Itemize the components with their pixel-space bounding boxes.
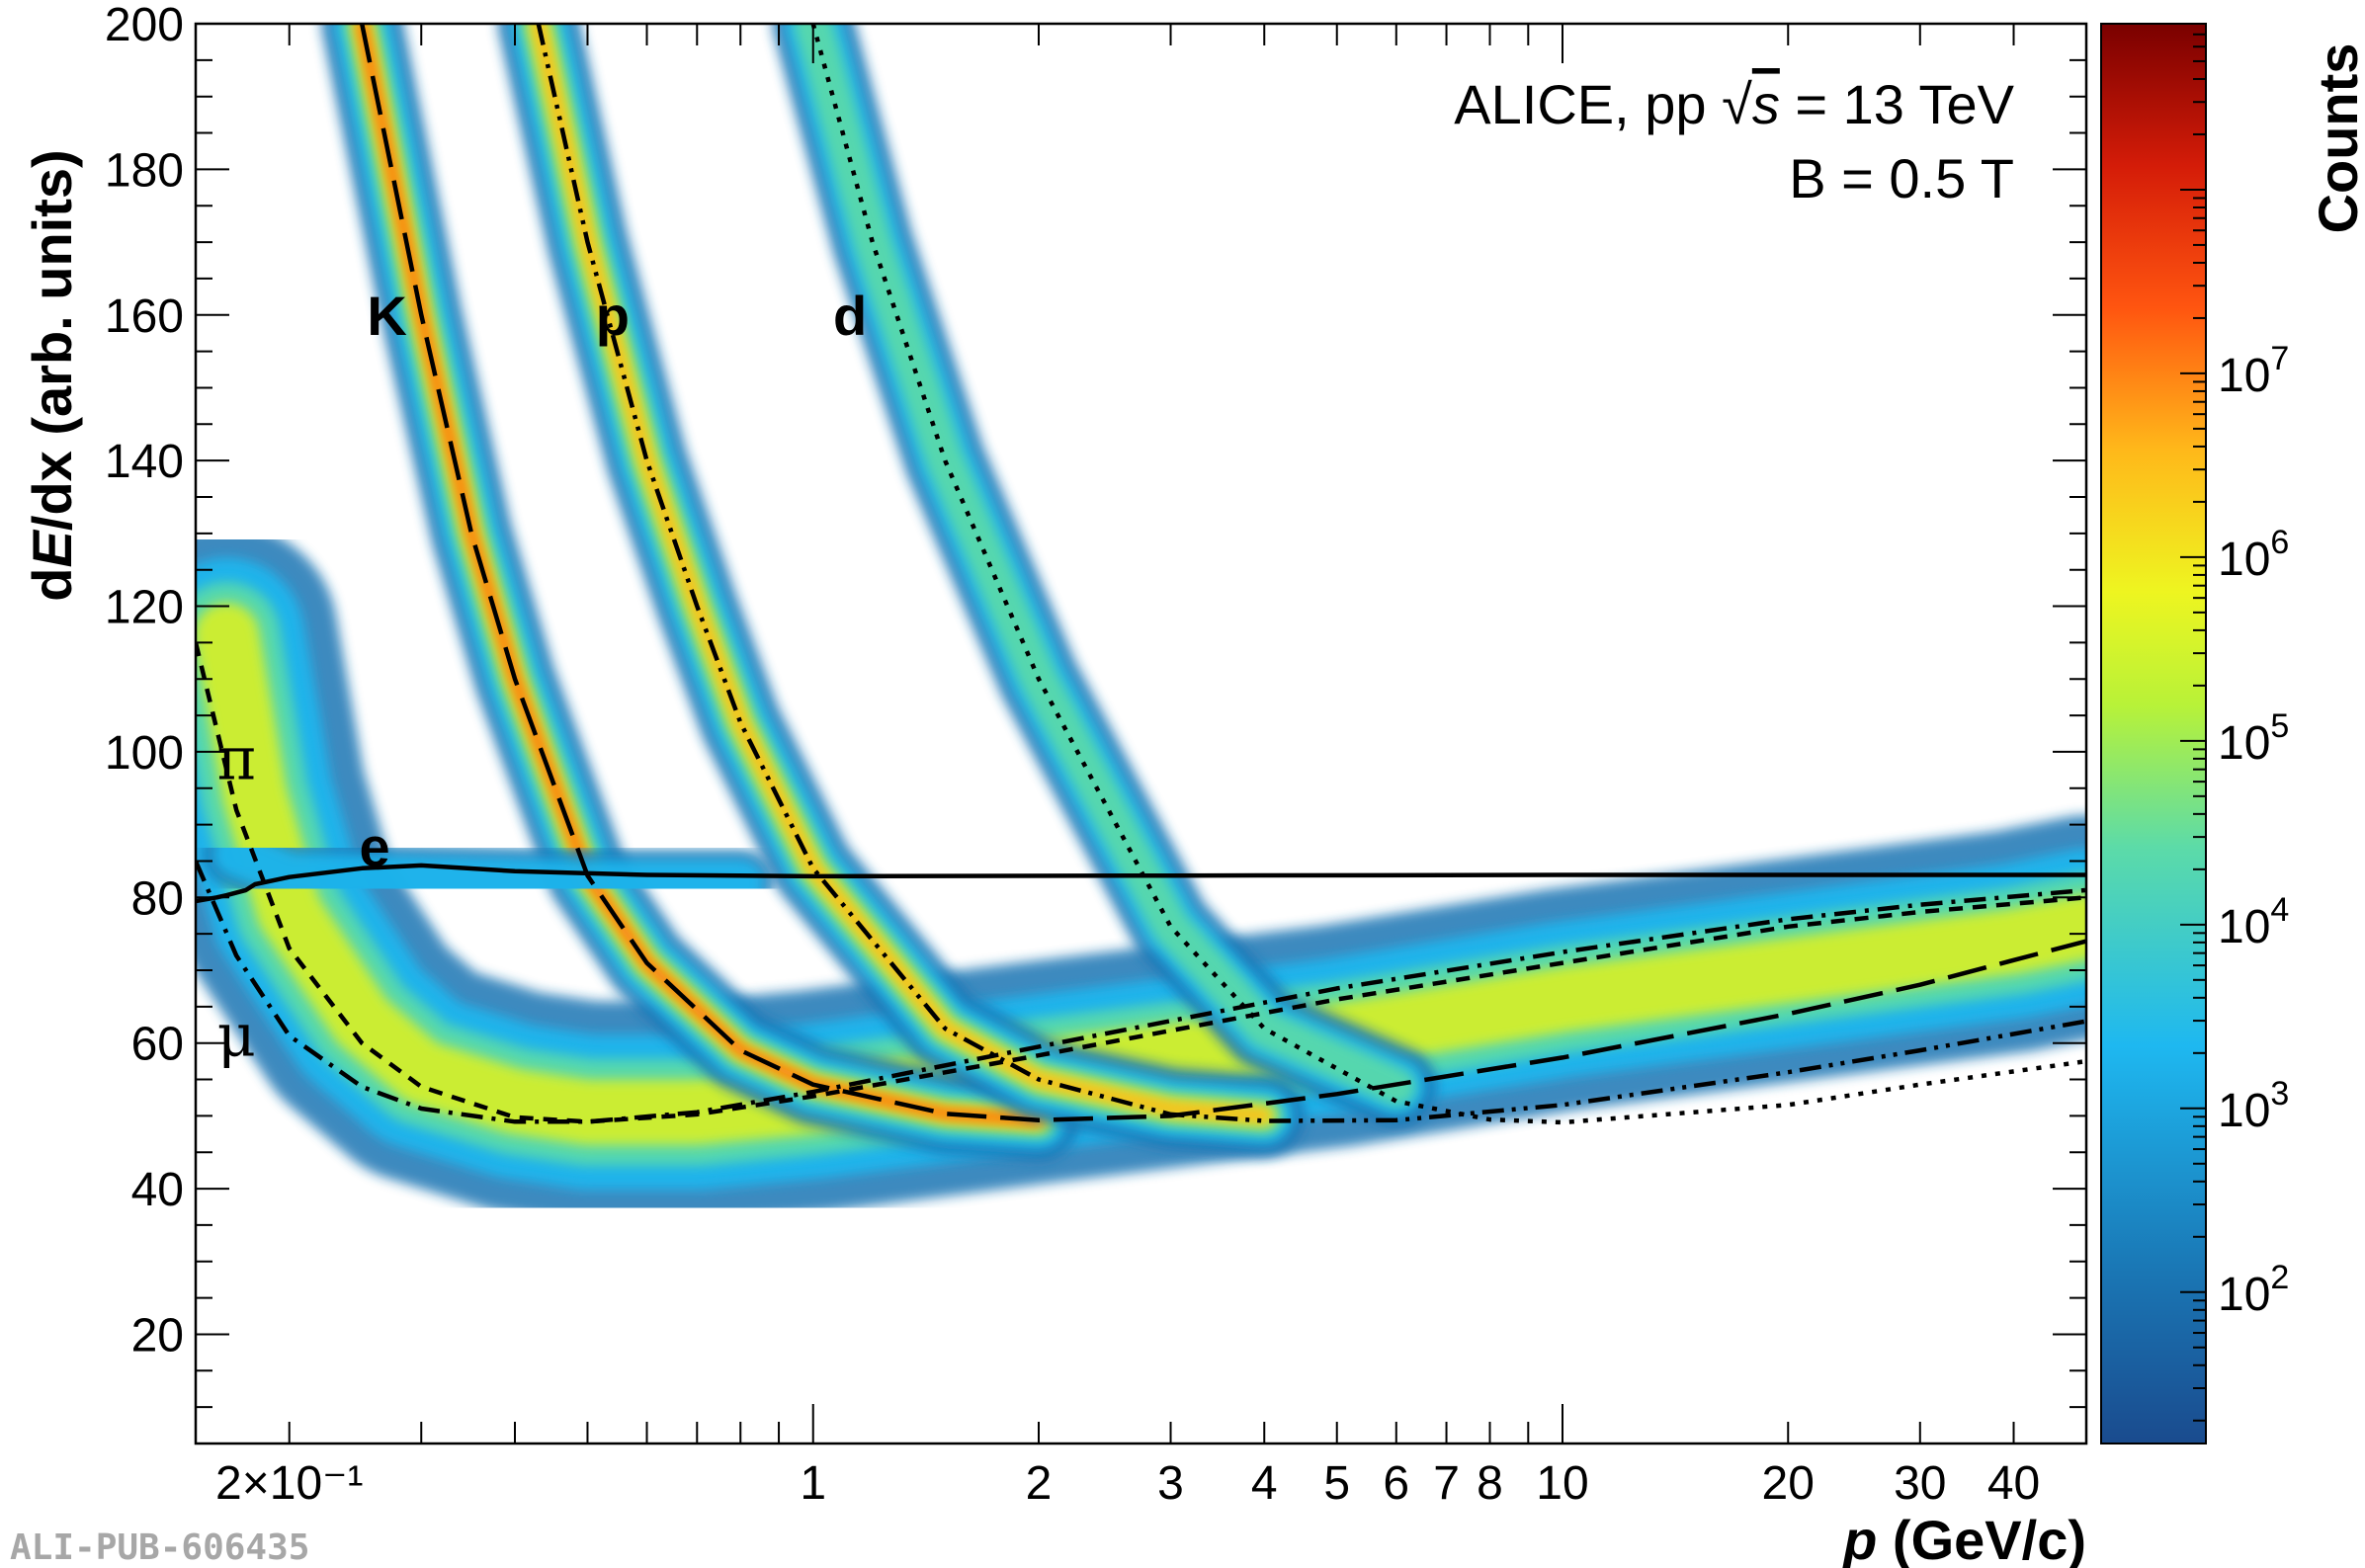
y-tick-label: 20 xyxy=(131,1309,184,1362)
y-axis-title: dE/dx (arb. units) xyxy=(21,149,83,601)
z-tick-label: 107 xyxy=(2218,340,2289,402)
x-tick-label: 2×10⁻¹ xyxy=(215,1457,363,1510)
plot-frame xyxy=(194,22,2088,1445)
z-tick-label: 104 xyxy=(2218,891,2289,953)
y-tick-label: 100 xyxy=(105,727,184,780)
particle-label: p xyxy=(596,285,630,347)
curve-e xyxy=(196,863,2086,904)
y-tick-label: 160 xyxy=(105,290,184,343)
curve-mu xyxy=(196,860,2086,1124)
annotation-line2: B = 0.5 T xyxy=(1789,147,2014,209)
y-tick-label: 180 xyxy=(105,144,184,197)
colorbar xyxy=(2101,24,2206,1444)
x-tick-label: 8 xyxy=(1477,1457,1503,1510)
density-band-e xyxy=(212,830,764,907)
curves-layer xyxy=(196,24,2086,1125)
pub-id: ALI-PUB-606435 xyxy=(10,1527,309,1568)
particle-label: μ xyxy=(217,1001,256,1070)
curve-K xyxy=(359,24,2086,1123)
x-tick-label: 30 xyxy=(1894,1457,1946,1510)
curve-d xyxy=(810,24,2086,1125)
colorbar-axis: 102 103 104 105 106 107 xyxy=(2180,23,2289,1422)
y-tick-label: 80 xyxy=(131,872,184,925)
particle-label: K xyxy=(367,285,406,347)
x-tick-label: 5 xyxy=(1323,1457,1350,1510)
x-tick-label: 2 xyxy=(1026,1457,1053,1510)
x-tick-label: 7 xyxy=(1433,1457,1460,1510)
y-tick-label: 200 xyxy=(105,0,184,51)
curve-p xyxy=(536,24,2086,1123)
colorbar-frame xyxy=(2100,23,2207,1444)
x-axis-title: p (GeV/c) xyxy=(1841,1509,2086,1568)
x-tick-label: 4 xyxy=(1251,1457,1278,1510)
z-axis-title: Counts xyxy=(2307,43,2365,234)
y-tick-label: 120 xyxy=(105,582,184,634)
x-axis: 2×10⁻¹ 1 2 3 4 5 6 7 8 10 20 30 40 xyxy=(215,24,2087,1510)
annotation-line1: ALICE, pp √s = 13 TeV xyxy=(1454,73,2014,135)
y-axis: 20 40 60 80 100 120 140 160 180 200 xyxy=(105,0,2086,1444)
x-tick-label: 6 xyxy=(1383,1457,1409,1510)
particle-label: e xyxy=(360,816,390,878)
x-tick-label: 10 xyxy=(1536,1457,1588,1510)
y-tick-label: 60 xyxy=(131,1019,184,1071)
y-tick-label: 140 xyxy=(105,436,184,488)
z-tick-label: 103 xyxy=(2218,1075,2289,1137)
x-tick-label: 40 xyxy=(1987,1457,2040,1510)
z-tick-label: 106 xyxy=(2218,524,2289,586)
x-tick-label: 20 xyxy=(1762,1457,1815,1510)
y-tick-label: 40 xyxy=(131,1164,184,1216)
particle-label: d xyxy=(833,285,867,347)
x-tick-label: 3 xyxy=(1157,1457,1184,1510)
z-tick-label: 102 xyxy=(2218,1259,2289,1321)
x-tick-label: 1 xyxy=(800,1457,826,1510)
particle-label: π xyxy=(216,724,255,793)
z-tick-label: 105 xyxy=(2218,707,2289,770)
